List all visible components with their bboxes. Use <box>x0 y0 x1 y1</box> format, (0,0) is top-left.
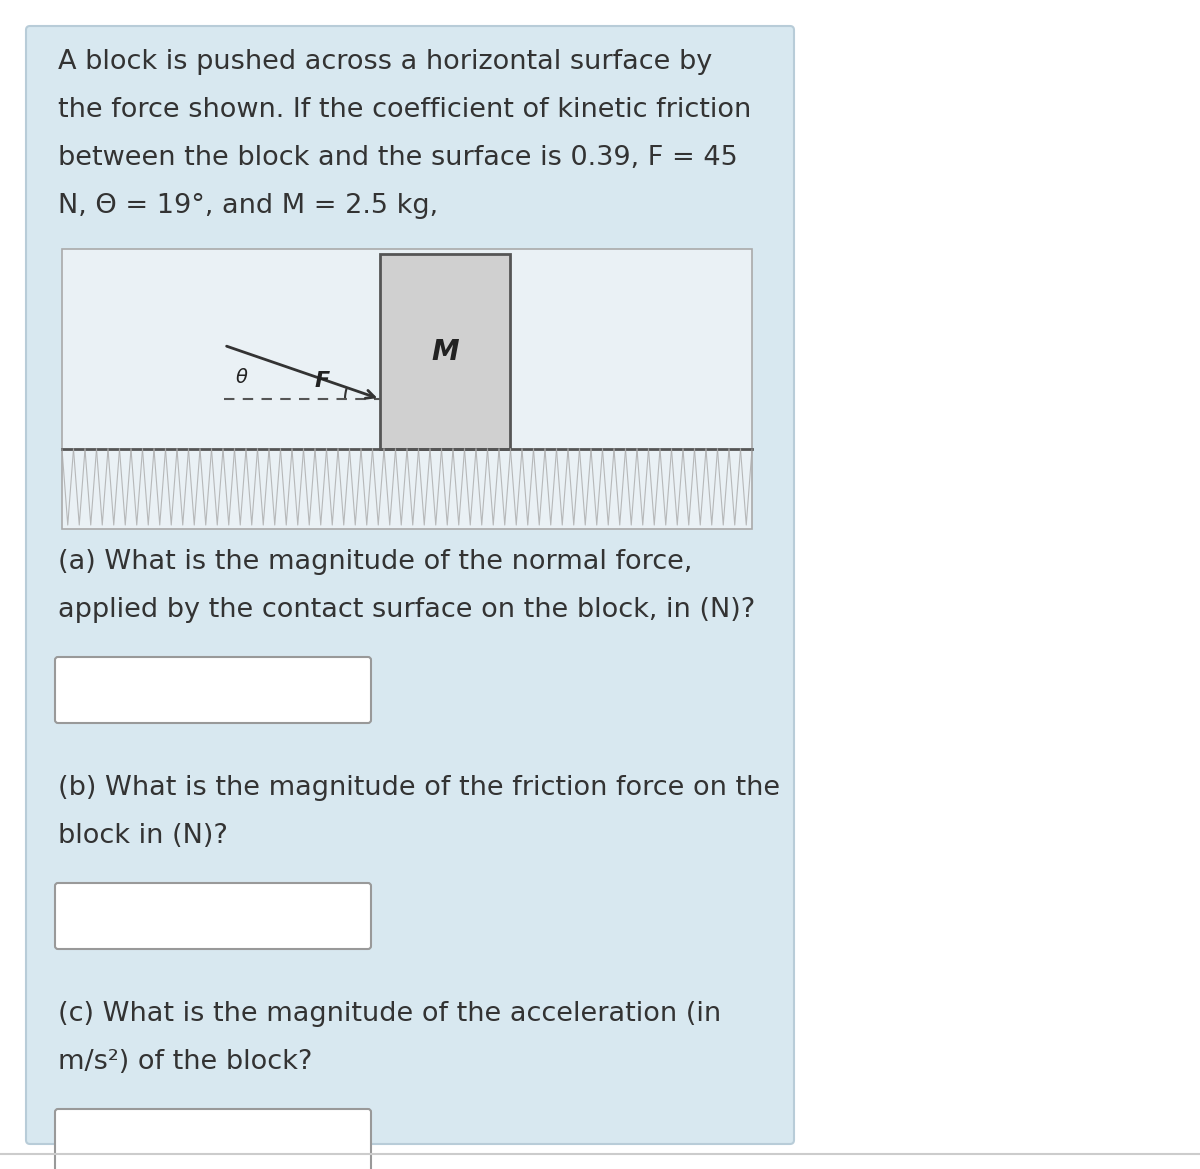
Text: A block is pushed across a horizontal surface by: A block is pushed across a horizontal su… <box>58 49 713 75</box>
FancyBboxPatch shape <box>55 883 371 949</box>
FancyBboxPatch shape <box>26 26 794 1144</box>
Text: F: F <box>314 371 330 392</box>
FancyBboxPatch shape <box>55 657 371 722</box>
Text: between the block and the surface is 0.39, F = 45: between the block and the surface is 0.3… <box>58 145 738 171</box>
Text: (a) What is the magnitude of the normal force,: (a) What is the magnitude of the normal … <box>58 549 692 575</box>
Text: (c) What is the magnitude of the acceleration (in: (c) What is the magnitude of the acceler… <box>58 1001 721 1028</box>
Text: block in (N)?: block in (N)? <box>58 823 228 849</box>
FancyBboxPatch shape <box>55 1109 371 1169</box>
Text: M: M <box>431 338 458 366</box>
Text: the force shown. If the coefficient of kinetic friction: the force shown. If the coefficient of k… <box>58 97 751 123</box>
Text: m/s²) of the block?: m/s²) of the block? <box>58 1049 312 1075</box>
Text: N, Θ = 19°, and M = 2.5 kg,: N, Θ = 19°, and M = 2.5 kg, <box>58 193 438 219</box>
Text: applied by the contact surface on the block, in (N)?: applied by the contact surface on the bl… <box>58 597 755 623</box>
Bar <box>62 249 752 530</box>
Text: (b) What is the magnitude of the friction force on the: (b) What is the magnitude of the frictio… <box>58 775 780 801</box>
Text: θ: θ <box>236 368 248 387</box>
Bar <box>380 254 510 449</box>
